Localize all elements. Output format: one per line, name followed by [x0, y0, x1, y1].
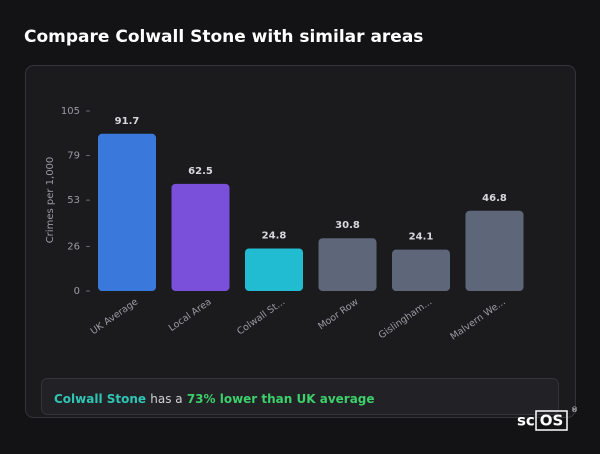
note-place: Colwall Stone — [54, 392, 146, 406]
note-highlight: 73% lower than UK average — [187, 392, 375, 406]
value-label: 24.1 — [409, 232, 434, 243]
logo-box — [535, 410, 568, 431]
logo-boxed: OS — [540, 412, 564, 430]
bar — [465, 210, 524, 291]
bar — [392, 249, 450, 291]
chart-panel — [25, 65, 576, 418]
value-label: 30.8 — [335, 220, 360, 231]
bar — [245, 248, 303, 291]
y-tick-label: 0 — [74, 286, 80, 297]
page-title: Compare Colwall Stone with similar areas — [24, 27, 423, 47]
note: Colwall Stone has a 73% lower than UK av… — [54, 392, 375, 406]
value-label: 62.5 — [188, 166, 213, 177]
bar — [98, 133, 156, 291]
y-axis-label: Crimes per 1,000 — [45, 157, 56, 244]
y-tick-label: 26 — [67, 241, 80, 252]
y-tick-label: 79 — [67, 151, 80, 162]
y-tick-label: 105 — [61, 106, 80, 117]
value-label: 91.7 — [115, 116, 140, 127]
bar — [318, 238, 377, 291]
note-box — [41, 378, 559, 415]
note-text: has a — [150, 392, 182, 406]
value-label: 46.8 — [482, 193, 507, 204]
logo-left: sc — [517, 412, 535, 430]
logo-mark: ® — [571, 406, 578, 414]
bar — [171, 183, 230, 291]
value-label: 24.8 — [262, 230, 287, 241]
y-tick-label: 53 — [67, 195, 80, 206]
